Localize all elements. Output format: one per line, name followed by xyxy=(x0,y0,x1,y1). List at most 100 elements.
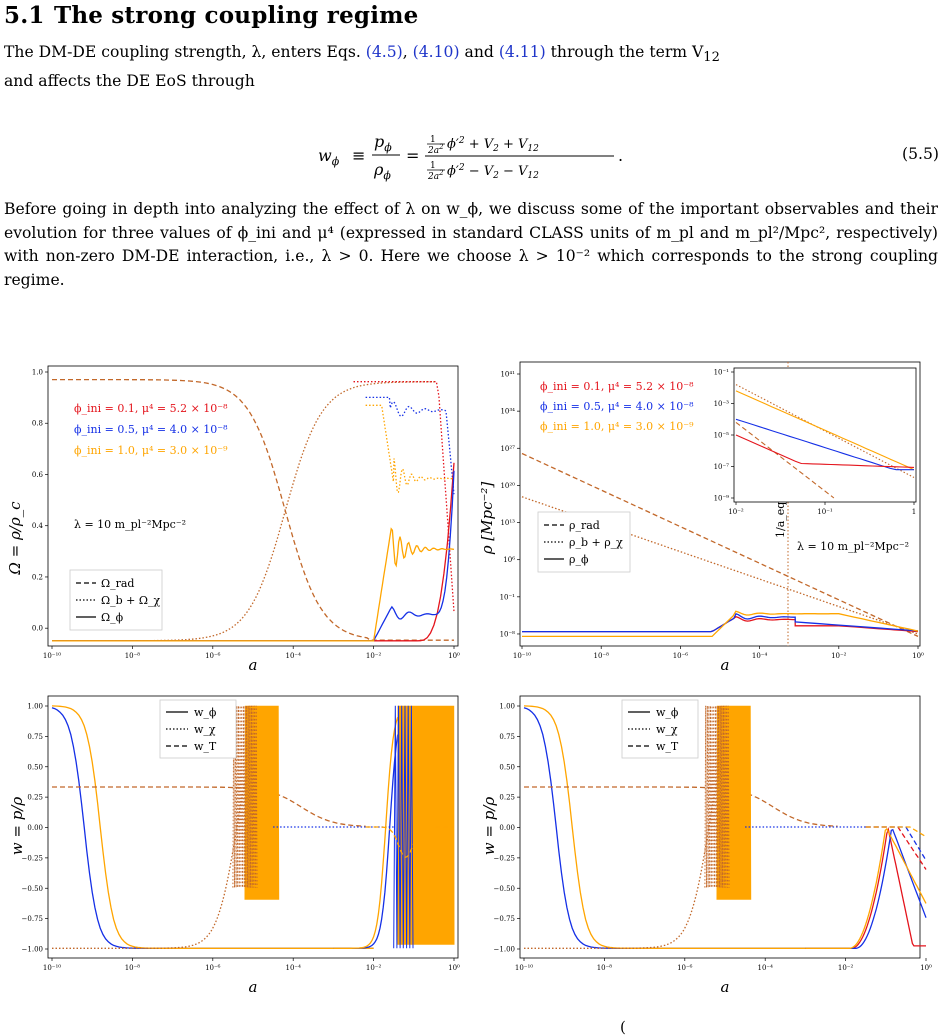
wl-xtick-label-2: 10⁻⁶ xyxy=(205,964,221,972)
svg-text:1: 1 xyxy=(430,135,436,145)
wl-xtick-label-3: 10⁻⁴ xyxy=(285,964,301,972)
wr-wchi xyxy=(524,725,734,949)
para1-sub: 12 xyxy=(703,50,720,66)
inset-ytick-label-4: 10⁻¹ xyxy=(714,369,730,377)
wr-xtick-label-1: 10⁻⁸ xyxy=(597,964,613,972)
rho-ytick-label-2: 10⁶ xyxy=(503,556,515,564)
rho-inset: 10⁻⁹ 10⁻⁷ 10⁻⁵ 10⁻³ 10⁻¹ 10⁻² 10⁻¹ 1 xyxy=(714,367,917,516)
w-right-frame xyxy=(519,695,921,959)
eq-ref-4-11[interactable]: (4.11) xyxy=(498,43,546,61)
omega-xtick-label-2: 10⁻⁶ xyxy=(205,652,221,660)
omega-xlabel: a xyxy=(249,656,258,674)
w-right-plot: −1.00 −0.75 −0.50 −0.25 0.00 0.25 0.50 0.75 1.00… xyxy=(480,695,932,996)
inset-orange xyxy=(735,390,915,471)
wr-ytick-label-8: 1.00 xyxy=(499,703,515,711)
rho-ytick-label-7: 10⁴¹ xyxy=(500,371,515,379)
wr-xtick-label-5: 10⁰ xyxy=(920,964,932,972)
w-left-ylabel: w = p/ρ xyxy=(8,797,26,856)
wr-wphi-orange xyxy=(805,827,927,949)
wl-legend-T: w_T xyxy=(194,740,217,753)
rho-legend: ρ_rad ρ_b + ρ_χ ρ_ϕ xyxy=(537,511,631,573)
wr-wphi-red xyxy=(805,827,926,949)
w-left-xlabel: a xyxy=(249,978,258,996)
rho-lambda: λ = 10 m_pl⁻²Mpc⁻² xyxy=(797,540,909,553)
eq-ref-4-10[interactable]: (4.10) xyxy=(412,43,460,61)
rho-ytick-label-0: 10⁻⁸ xyxy=(500,630,516,638)
omega-ytick-label-2: 0.4 xyxy=(32,522,44,530)
rho-ytick-label-6: 10³⁴ xyxy=(500,408,515,416)
section-number: 5.1 xyxy=(4,2,45,29)
omega-plot: 0.0 0.2 0.4 0.6 0.8 1.0 10⁻¹⁰ 10⁻⁸ 10⁻⁶ 10⁻⁴ 10⁻² 1… xyxy=(6,365,460,674)
rho-param-red: ϕ_ini = 0.1, μ⁴ = 5.2 × 10⁻⁸ xyxy=(540,380,694,393)
para1-text: The DM-DE coupling strength, λ, enters E… xyxy=(4,43,366,61)
wr-legend-T: w_T xyxy=(656,740,679,753)
inset-xtick-label-2: 1 xyxy=(912,508,916,516)
wr-ytick-label-0: −1.00 xyxy=(494,946,515,954)
omega-ytick-label-1: 0.2 xyxy=(32,573,43,581)
svg-text:ϕ′2 − V2 − V12: ϕ′2 − V2 − V12 xyxy=(447,163,539,181)
omega-rad-curve xyxy=(52,378,454,641)
rho-ytick-label-1: 10⁻¹ xyxy=(500,593,516,601)
eq-ref-4-5[interactable]: (4.5) xyxy=(365,43,403,61)
rho-xlabel: a xyxy=(721,656,730,674)
wl-wchi-osc2 xyxy=(232,705,258,888)
omega-param-orange: ϕ_ini = 1.0, μ⁴ = 3.0 × 10⁻⁹ xyxy=(74,444,228,457)
omega-de-orange xyxy=(52,527,455,642)
inset-xtick-label-0: 10⁻² xyxy=(728,508,744,516)
wr-ytick-label-7: 0.75 xyxy=(499,733,515,741)
rho-param-orange: ϕ_ini = 1.0, μ⁴ = 3.0 × 10⁻⁹ xyxy=(540,420,694,433)
omega-legend-de: Ω_ϕ xyxy=(101,611,124,624)
omega-xtick-label-4: 10⁻² xyxy=(366,652,382,660)
w-left-frame xyxy=(47,695,459,959)
omega-ylabel: Ω = ρ/ρ_c xyxy=(6,501,24,576)
omega-lambda: λ = 10 m_pl⁻²Mpc⁻² xyxy=(74,518,186,531)
rho-frame xyxy=(519,361,921,647)
wl-ytick-label-3: −0.25 xyxy=(22,854,43,862)
omega-xtick-label-5: 10⁰ xyxy=(448,652,460,660)
omega-legend-matter: Ω_b + Ω_χ xyxy=(101,594,160,607)
omega-ytick-label-3: 0.6 xyxy=(32,471,44,479)
omega-ytick-label-4: 0.8 xyxy=(32,420,43,428)
wr-xtick-label-3: 10⁻⁴ xyxy=(757,964,773,972)
w-left-plot: −1.00 −0.75 −0.50 −0.25 0.00 0.25 0.50 0.75 1.00… xyxy=(8,695,460,996)
omega-xtick-label-0: 10⁻¹⁰ xyxy=(43,652,61,660)
svg-text:.: . xyxy=(618,146,623,165)
rho-legend-de: ρ_ϕ xyxy=(569,553,589,566)
wl-wphi-blue-late xyxy=(333,734,399,949)
wr-wchi-osc2 xyxy=(704,705,730,888)
rho-xtick-label-2: 10⁻⁶ xyxy=(673,652,689,660)
w-right-legend: w_ϕ w_χ w_T xyxy=(621,699,699,759)
wr-xtick-label-2: 10⁻⁶ xyxy=(677,964,693,972)
caption-fragment: ( xyxy=(620,1018,626,1036)
rho-ytick-label-5: 10²⁷ xyxy=(500,445,515,453)
w-right-panel: −1.00 −0.75 −0.50 −0.25 0.00 0.25 0.50 0.75 1.00… xyxy=(472,686,947,1016)
w-left-panel: −1.00 −0.75 −0.50 −0.25 0.00 0.25 0.50 0.75 1.00… xyxy=(0,686,470,1016)
wl-legend-chi: w_χ xyxy=(194,723,216,736)
wl-ytick-label-8: 1.00 xyxy=(27,703,43,711)
paragraph-1: The DM-DE coupling strength, λ, enters E… xyxy=(4,41,938,93)
wl-wchi xyxy=(52,725,262,949)
inset-xtick-label-1: 10⁻¹ xyxy=(817,508,833,516)
para1-text-2: through the term V xyxy=(545,43,704,61)
wl-xtick-label-4: 10⁻² xyxy=(366,964,382,972)
svg-text:ϕ′2 + V2 + V12: ϕ′2 + V2 + V12 xyxy=(447,136,539,154)
rho-xtick-label-0: 10⁻¹⁰ xyxy=(513,652,531,660)
svg-text:=: = xyxy=(406,146,419,165)
svg-text:pϕ: pϕ xyxy=(374,132,392,154)
wl-ytick-label-7: 0.75 xyxy=(27,733,43,741)
rho-de-blue xyxy=(522,612,919,633)
wl-ytick-label-1: −0.75 xyxy=(22,915,43,923)
wl-osc-orange xyxy=(397,705,455,945)
wr-wphi-orange-early xyxy=(523,705,846,949)
eq-lhs: wϕ xyxy=(318,146,340,168)
rho-xtick-label-4: 10⁻² xyxy=(831,652,847,660)
svg-text:ρϕ: ρϕ xyxy=(373,160,391,182)
omega-matter-blue xyxy=(365,396,455,495)
omega-legend-rad: Ω_rad xyxy=(101,577,134,590)
rho-legend-matter: ρ_b + ρ_χ xyxy=(569,536,623,549)
w-right-ylabel: w = p/ρ xyxy=(480,797,498,856)
wr-xtick-label-4: 10⁻² xyxy=(838,964,854,972)
rho-xtick-label-5: 10⁰ xyxy=(912,652,924,660)
rho-ytick-label-3: 10¹³ xyxy=(500,519,515,527)
wr-legend-phi: w_ϕ xyxy=(656,706,679,719)
